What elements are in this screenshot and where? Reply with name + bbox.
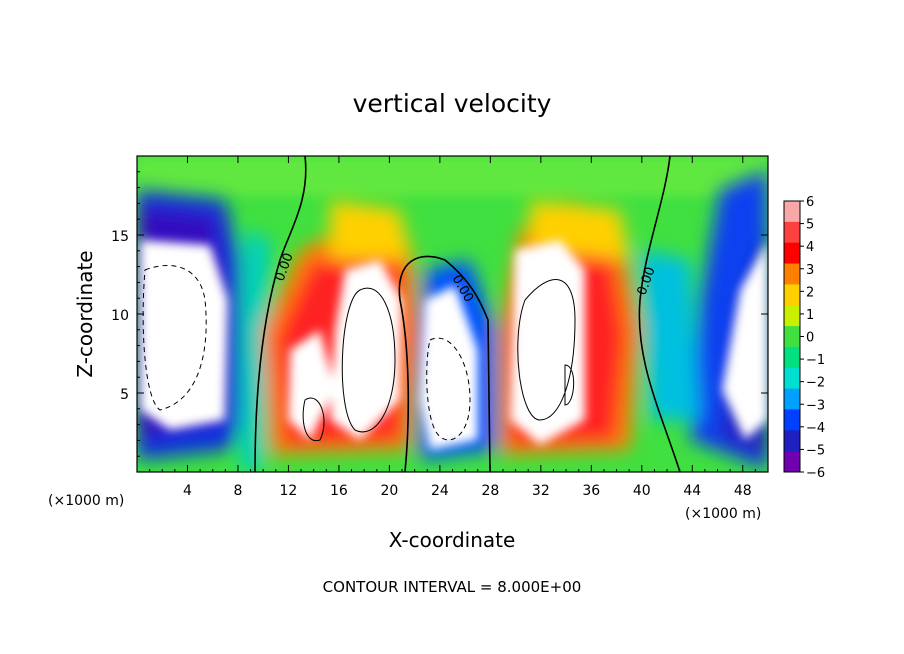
x-tick-label: 12 [280,483,298,499]
y-tick-label: 5 [120,387,129,403]
colorbar-tick-label: 4 [806,240,814,255]
colorbar-tick-label: −4 [806,421,825,436]
colorbar-tick-label: 0 [806,331,814,346]
x-tick-label: 48 [734,483,752,499]
x-tick-label: 16 [330,483,348,499]
x-tick-label: 44 [683,483,701,499]
inner-contours [302,279,576,442]
y-tick-label: 10 [111,308,129,324]
colorbar-swatch [784,367,800,390]
colorbar-tick-label: −6 [806,466,825,481]
heatmap-field [137,156,768,472]
zero-contours [254,156,681,472]
x-tick-label: 8 [233,483,242,499]
colorbar-swatch [784,242,800,265]
x-tick-label: 28 [481,483,499,499]
colorbar: 6 5 4 3 2 1 0 −1 −2 −3 −4 −5 −6 [783,195,825,481]
colorbar-swatch [784,263,800,285]
colorbar-tick-label: −3 [806,398,825,413]
colorbar-swatch [784,305,800,327]
x-tick-label: 36 [582,483,600,499]
y-axis-label: Z-coordinate [73,250,97,377]
colorbar-tick-label: 3 [806,263,814,278]
colorbar-tick-label: 5 [806,218,814,233]
colorbar-tick-label: −2 [806,376,825,391]
colorbar-tick-label: 6 [806,195,814,210]
colorbar-swatch [784,388,800,410]
colorbar-tick-label: −1 [806,353,825,368]
colorbar-swatch [784,221,800,244]
x-tick-label: 24 [431,483,449,499]
colorbar-swatch [784,451,800,473]
x-axis-label: X-coordinate [389,528,516,552]
colorbar-swatch [784,346,800,369]
negative-contours [142,264,471,441]
x-unit-left: (×1000 m) [48,493,124,509]
y-tick-label: 15 [111,229,129,245]
contour-interval-note: CONTOUR INTERVAL = 8.000E+00 [323,578,582,596]
colorbar-tick-label: 1 [806,308,814,323]
x-tick-label: 32 [532,483,550,499]
colorbar-swatch [784,409,800,431]
x-tick-label: 20 [380,483,398,499]
colorbar-swatch [784,201,800,223]
colorbar-tick-label: −5 [806,443,825,458]
x-tick-label: 4 [183,483,192,499]
colorbar-swatch [784,284,800,306]
x-axis: 4 8 12 16 20 24 28 32 36 40 44 48 [149,156,756,499]
x-unit-right: (×1000 m) [685,506,761,522]
y-axis: 5 10 15 [111,171,768,457]
colorbar-swatch [784,326,800,348]
colorbar-tick-label: 2 [806,285,814,300]
x-tick-label: 40 [633,483,651,499]
chart-title: vertical velocity [353,89,552,118]
colorbar-swatch [784,430,800,452]
